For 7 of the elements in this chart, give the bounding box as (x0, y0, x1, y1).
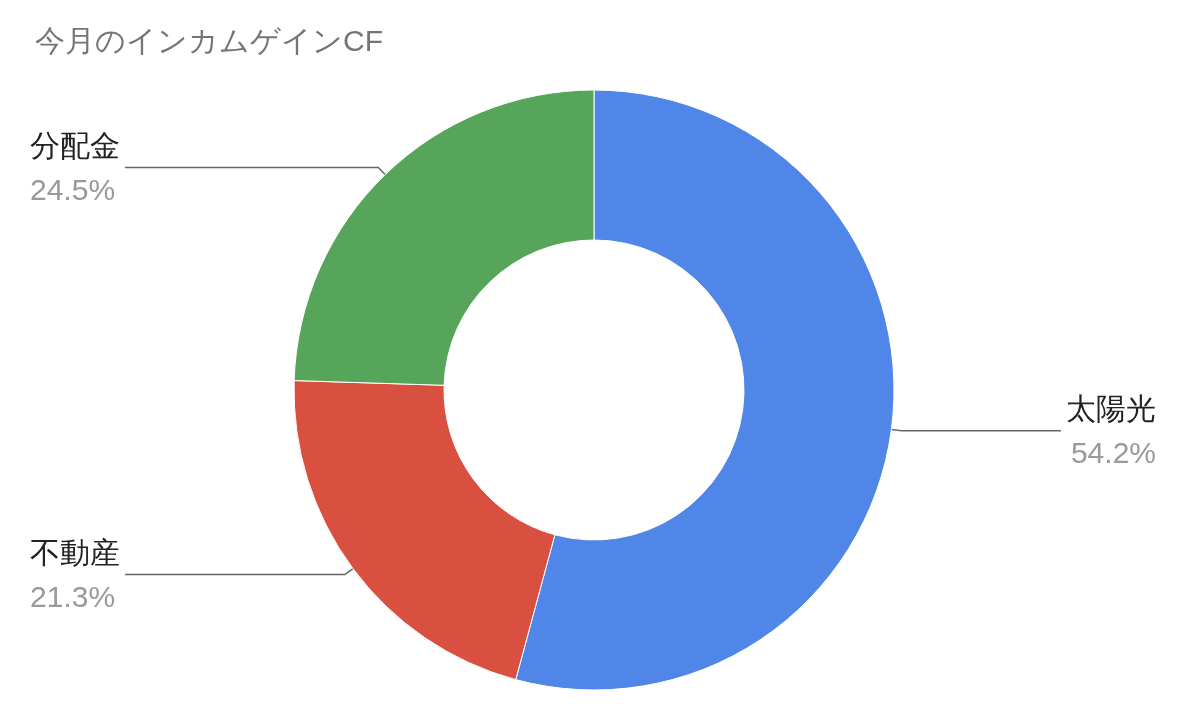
slice-label: 太陽光 (1066, 392, 1156, 426)
slice-label: 不動産 (30, 536, 120, 570)
data-label: 54.2% (1070, 436, 1156, 470)
data-label: 24.5% (30, 172, 116, 206)
chart-title: 今月のインカムゲインCF (35, 23, 383, 57)
slice-label: 分配金 (30, 128, 120, 162)
data-label: 21.3% (30, 580, 116, 614)
